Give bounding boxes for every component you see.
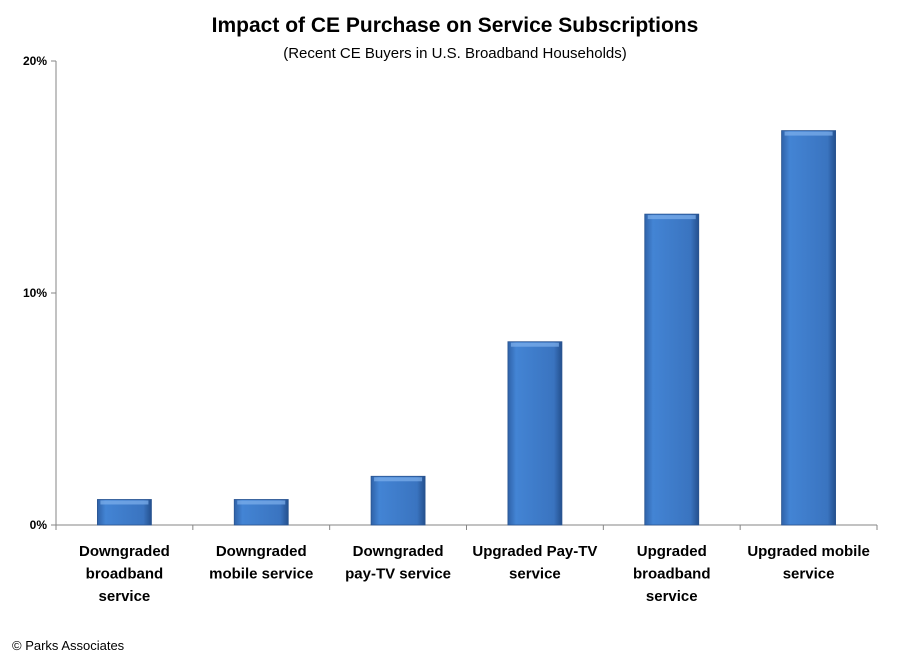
chart-title: Impact of CE Purchase on Service Subscri… (211, 14, 699, 37)
y-tick-label: 0% (30, 518, 48, 532)
x-category-label: Downgraded mobile service (209, 543, 313, 583)
bar (781, 130, 836, 526)
bar-highlight (647, 215, 696, 220)
x-category-label: Downgraded broadband service (79, 543, 170, 605)
x-category-label: Upgraded Pay-TV service (472, 543, 597, 583)
bar-highlight (784, 131, 833, 136)
bar (644, 213, 700, 526)
bar-highlight (374, 477, 423, 482)
y-tick-label: 10% (23, 286, 47, 300)
bar (370, 475, 426, 526)
bar-highlight (237, 500, 286, 505)
x-category-label: Downgraded pay-TV service (345, 543, 451, 583)
y-tick-label: 20% (23, 54, 47, 68)
chart-subtitle: (Recent CE Buyers in U.S. Broadband Hous… (283, 45, 627, 62)
bar (507, 341, 563, 526)
x-category-label: Upgraded broadband service (633, 543, 711, 605)
bar-highlight (510, 342, 559, 347)
copyright-credit: © Parks Associates (12, 638, 125, 653)
x-category-label: Upgraded mobile service (747, 543, 870, 583)
bar-highlight (100, 500, 149, 505)
